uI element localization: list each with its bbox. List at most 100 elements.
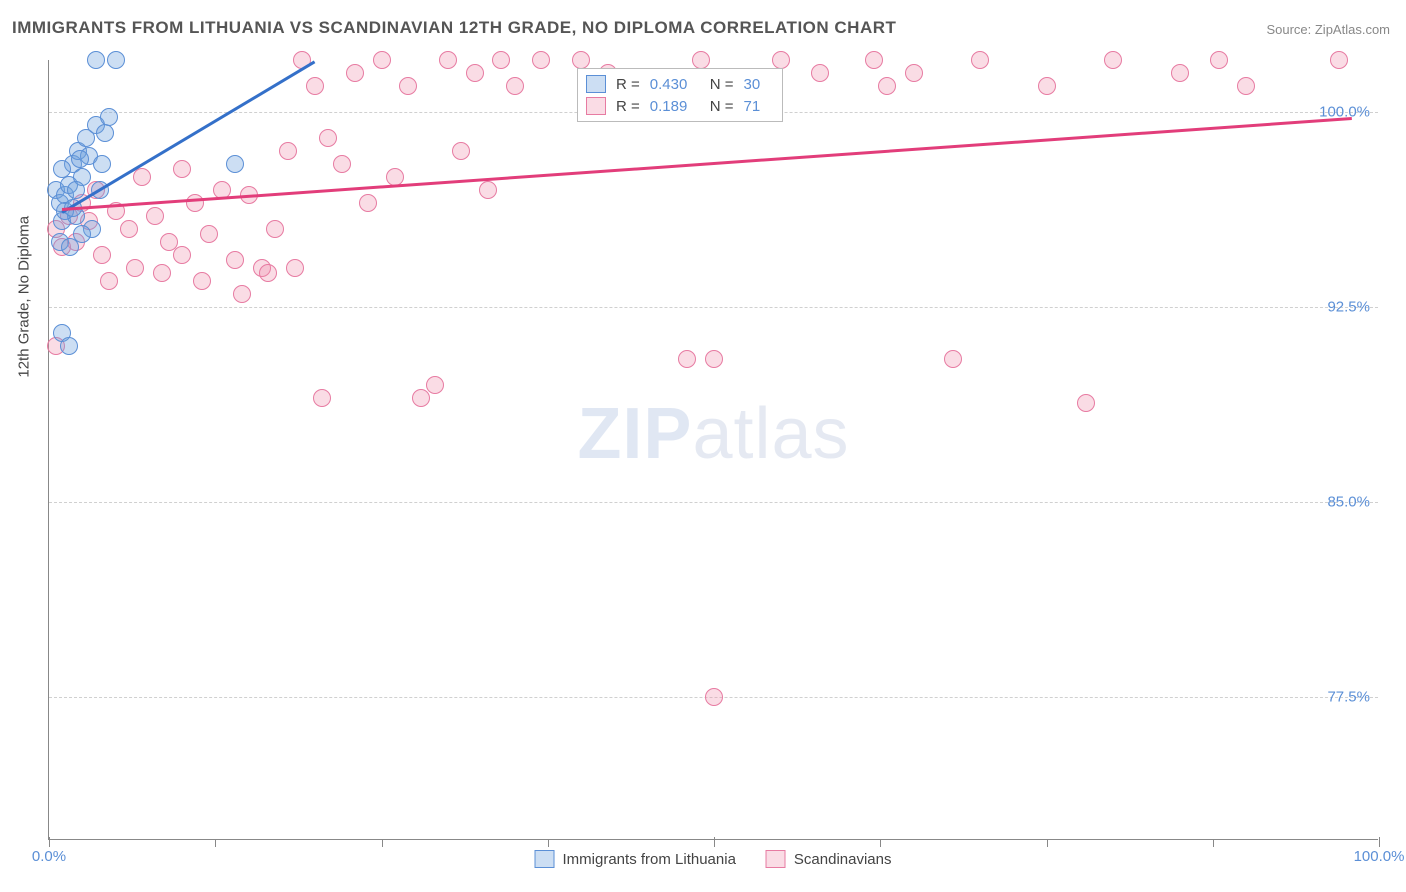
watermark: ZIPatlas <box>577 393 849 475</box>
data-point <box>93 155 111 173</box>
data-point <box>1330 51 1348 69</box>
legend-swatch <box>766 850 786 868</box>
legend-item: Immigrants from Lithuania <box>535 850 736 868</box>
data-point <box>878 77 896 95</box>
legend-swatch <box>535 850 555 868</box>
data-point <box>96 124 114 142</box>
data-point <box>1077 394 1095 412</box>
data-point <box>126 259 144 277</box>
source-label: Source: ZipAtlas.com <box>1266 22 1390 37</box>
data-point <box>466 64 484 82</box>
gridline <box>49 307 1378 308</box>
data-point <box>259 264 277 282</box>
data-point <box>426 376 444 394</box>
data-point <box>173 246 191 264</box>
data-point <box>71 150 89 168</box>
data-point <box>971 51 989 69</box>
data-point <box>811 64 829 82</box>
data-point <box>492 51 510 69</box>
data-point <box>399 77 417 95</box>
data-point <box>705 350 723 368</box>
data-point <box>226 251 244 269</box>
x-minor-tick <box>1047 839 1048 847</box>
data-point <box>266 220 284 238</box>
data-point <box>359 194 377 212</box>
x-tick <box>714 837 715 847</box>
series-swatch <box>586 97 606 115</box>
stat-r-value: 0.189 <box>650 98 700 115</box>
data-point <box>678 350 696 368</box>
data-point <box>373 51 391 69</box>
stat-n-value: 71 <box>744 98 774 115</box>
plot-region: ZIPatlas 77.5%85.0%92.5%100.0%0.0%100.0%… <box>48 60 1378 840</box>
data-point <box>306 77 324 95</box>
stat-n-label: N = <box>710 98 734 115</box>
stats-row: R = 0.189 N = 71 <box>586 95 774 117</box>
data-point <box>133 168 151 186</box>
data-point <box>146 207 164 225</box>
y-axis-label: 12th Grade, No Diploma <box>16 216 33 378</box>
x-minor-tick <box>215 839 216 847</box>
stats-row: R = 0.430 N = 30 <box>586 73 774 95</box>
data-point <box>61 238 79 256</box>
data-point <box>286 259 304 277</box>
y-tick-label: 92.5% <box>1327 299 1370 316</box>
data-point <box>905 64 923 82</box>
x-minor-tick <box>382 839 383 847</box>
stat-n-value: 30 <box>744 76 774 93</box>
x-tick <box>49 837 50 847</box>
stat-r-label: R = <box>616 76 640 93</box>
legend-item: Scandinavians <box>766 850 892 868</box>
chart-area: 12th Grade, No Diploma ZIPatlas 77.5%85.… <box>48 60 1378 840</box>
data-point <box>1171 64 1189 82</box>
data-point <box>313 389 331 407</box>
data-point <box>439 51 457 69</box>
data-point <box>173 160 191 178</box>
data-point <box>233 285 251 303</box>
data-point <box>193 272 211 290</box>
data-point <box>1104 51 1122 69</box>
data-point <box>572 51 590 69</box>
data-point <box>865 51 883 69</box>
data-point <box>226 155 244 173</box>
data-point <box>153 264 171 282</box>
data-point <box>1210 51 1228 69</box>
stats-box: R = 0.430 N = 30 R = 0.189 N = 71 <box>577 68 783 122</box>
data-point <box>200 225 218 243</box>
y-tick-label: 85.0% <box>1327 494 1370 511</box>
gridline <box>49 502 1378 503</box>
stat-r-label: R = <box>616 98 640 115</box>
data-point <box>319 129 337 147</box>
data-point <box>333 155 351 173</box>
data-point <box>532 51 550 69</box>
data-point <box>705 688 723 706</box>
x-minor-tick <box>548 839 549 847</box>
trend-line <box>62 117 1352 210</box>
legend-label: Immigrants from Lithuania <box>563 851 736 868</box>
stat-n-label: N = <box>710 76 734 93</box>
data-point <box>944 350 962 368</box>
x-minor-tick <box>880 839 881 847</box>
x-tick-label: 0.0% <box>32 848 66 865</box>
data-point <box>1237 77 1255 95</box>
y-tick-label: 77.5% <box>1327 689 1370 706</box>
data-point <box>479 181 497 199</box>
x-minor-tick <box>1213 839 1214 847</box>
data-point <box>692 51 710 69</box>
data-point <box>1038 77 1056 95</box>
data-point <box>772 51 790 69</box>
data-point <box>107 51 125 69</box>
data-point <box>346 64 364 82</box>
legend-label: Scandinavians <box>794 851 892 868</box>
legend: Immigrants from Lithuania Scandinavians <box>535 850 892 868</box>
x-tick-label: 100.0% <box>1354 848 1405 865</box>
data-point <box>60 337 78 355</box>
data-point <box>67 181 85 199</box>
data-point <box>506 77 524 95</box>
x-tick <box>1379 837 1380 847</box>
data-point <box>186 194 204 212</box>
data-point <box>100 272 118 290</box>
data-point <box>120 220 138 238</box>
stat-r-value: 0.430 <box>650 76 700 93</box>
chart-title: IMMIGRANTS FROM LITHUANIA VS SCANDINAVIA… <box>12 18 896 38</box>
